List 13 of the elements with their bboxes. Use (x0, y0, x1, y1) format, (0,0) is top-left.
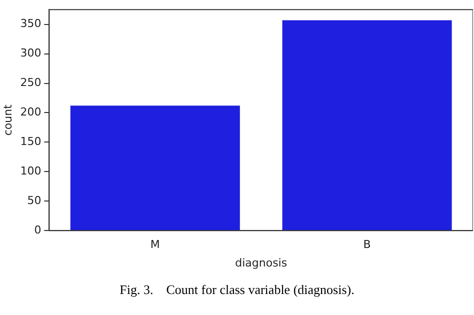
x-tick-label: B (363, 238, 371, 252)
y-tick-label: 150 (20, 135, 42, 148)
y-tick-label: 350 (20, 17, 42, 30)
y-tick-label: 100 (20, 164, 42, 178)
y-tick-label: 0 (34, 223, 42, 236)
y-axis-title: count (1, 104, 14, 136)
y-tick-label: 250 (20, 76, 42, 90)
y-tick-label: 50 (27, 194, 42, 207)
x-axis-title: diagnosis (235, 256, 288, 270)
x-tick-label: M (150, 238, 160, 252)
y-tick-label: 300 (20, 46, 42, 60)
y-tick-label: 200 (20, 106, 42, 119)
caption: Fig. 3. Count for class variable (diagnosis). (118, 282, 356, 298)
